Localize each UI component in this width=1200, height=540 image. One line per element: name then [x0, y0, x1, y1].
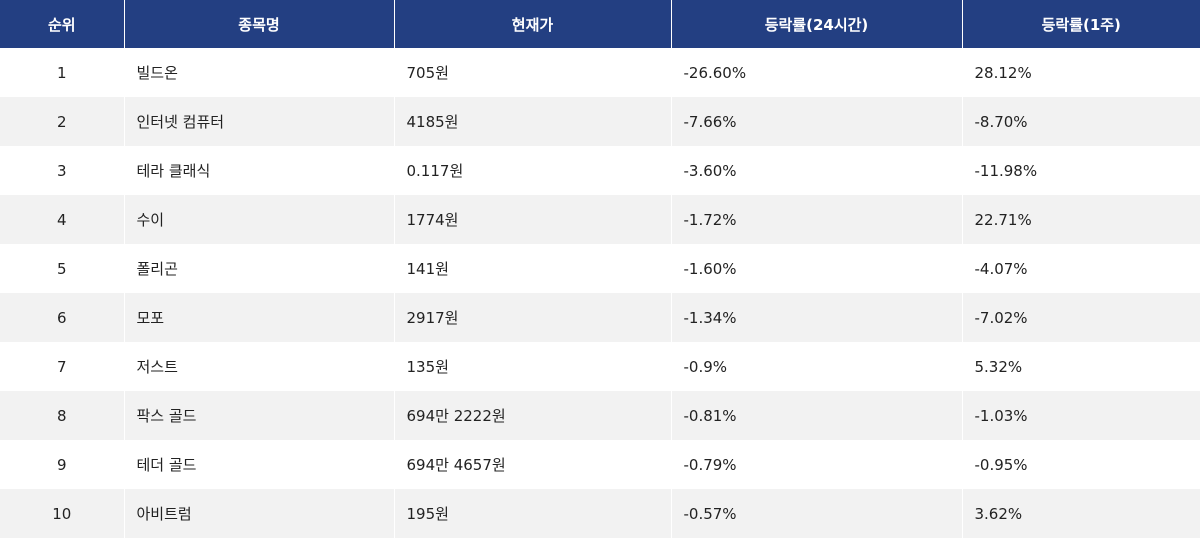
cell-change-1w: -0.95%	[961, 440, 1200, 489]
cell-change-24h: -0.81%	[670, 391, 962, 440]
table-body: 1 빌드온 705원 -26.60% 28.12% 2 인터넷 컴퓨터 4185…	[0, 48, 1200, 538]
table-row: 6 모포 2917원 -1.34% -7.02%	[0, 293, 1200, 342]
cell-rank: 6	[0, 293, 124, 342]
cell-rank: 5	[0, 244, 124, 293]
cell-change-1w: 28.12%	[961, 48, 1200, 97]
table-header: 순위 종목명 현재가 등락률(24시간) 등락률(1주)	[0, 0, 1200, 48]
cell-rank: 3	[0, 146, 124, 195]
cell-name: 빌드온	[123, 48, 394, 97]
cell-change-1w: -7.02%	[961, 293, 1200, 342]
cell-name: 아비트럼	[123, 489, 394, 538]
table-row: 10 아비트럼 195원 -0.57% 3.62%	[0, 489, 1200, 538]
cell-name: 인터넷 컴퓨터	[123, 97, 394, 146]
header-name: 종목명	[123, 0, 394, 48]
cell-name: 팍스 골드	[123, 391, 394, 440]
cell-change-1w: -11.98%	[961, 146, 1200, 195]
cell-rank: 2	[0, 97, 124, 146]
cell-change-1w: -8.70%	[961, 97, 1200, 146]
cell-change-1w: -4.07%	[961, 244, 1200, 293]
cell-rank: 9	[0, 440, 124, 489]
cell-change-24h: -0.9%	[670, 342, 962, 391]
cell-change-24h: -7.66%	[670, 97, 962, 146]
cell-change-24h: -0.57%	[670, 489, 962, 538]
cell-price: 2917원	[393, 293, 671, 342]
header-price: 현재가	[393, 0, 671, 48]
cell-name: 수이	[123, 195, 394, 244]
cell-price: 705원	[393, 48, 671, 97]
cell-change-24h: -0.79%	[670, 440, 962, 489]
cell-name: 테라 클래식	[123, 146, 394, 195]
cell-rank: 10	[0, 489, 124, 538]
table-row: 4 수이 1774원 -1.72% 22.71%	[0, 195, 1200, 244]
cell-price: 135원	[393, 342, 671, 391]
table-row: 9 테더 골드 694만 4657원 -0.79% -0.95%	[0, 440, 1200, 489]
header-row: 순위 종목명 현재가 등락률(24시간) 등락률(1주)	[0, 0, 1200, 48]
table-row: 3 테라 클래식 0.117원 -3.60% -11.98%	[0, 146, 1200, 195]
cell-price: 0.117원	[393, 146, 671, 195]
cell-change-24h: -1.72%	[670, 195, 962, 244]
cell-change-1w: 5.32%	[961, 342, 1200, 391]
cell-rank: 1	[0, 48, 124, 97]
cell-price: 694만 4657원	[393, 440, 671, 489]
table-row: 7 저스트 135원 -0.9% 5.32%	[0, 342, 1200, 391]
cell-name: 테더 골드	[123, 440, 394, 489]
cell-rank: 4	[0, 195, 124, 244]
cell-change-24h: -26.60%	[670, 48, 962, 97]
cell-rank: 7	[0, 342, 124, 391]
cell-change-24h: -1.60%	[670, 244, 962, 293]
cell-name: 저스트	[123, 342, 394, 391]
cell-change-1w: 3.62%	[961, 489, 1200, 538]
cell-price: 4185원	[393, 97, 671, 146]
cell-change-24h: -1.34%	[670, 293, 962, 342]
cell-price: 694만 2222원	[393, 391, 671, 440]
table-row: 8 팍스 골드 694만 2222원 -0.81% -1.03%	[0, 391, 1200, 440]
cell-name: 모포	[123, 293, 394, 342]
header-rank: 순위	[0, 0, 124, 48]
header-change-1w: 등락률(1주)	[961, 0, 1200, 48]
cell-price: 1774원	[393, 195, 671, 244]
cell-price: 195원	[393, 489, 671, 538]
cell-price: 141원	[393, 244, 671, 293]
table-row: 1 빌드온 705원 -26.60% 28.12%	[0, 48, 1200, 97]
cell-name: 폴리곤	[123, 244, 394, 293]
cell-change-24h: -3.60%	[670, 146, 962, 195]
table-row: 2 인터넷 컴퓨터 4185원 -7.66% -8.70%	[0, 97, 1200, 146]
cell-change-1w: -1.03%	[961, 391, 1200, 440]
table-row: 5 폴리곤 141원 -1.60% -4.07%	[0, 244, 1200, 293]
cell-rank: 8	[0, 391, 124, 440]
header-change-24h: 등락률(24시간)	[670, 0, 962, 48]
cell-change-1w: 22.71%	[961, 195, 1200, 244]
